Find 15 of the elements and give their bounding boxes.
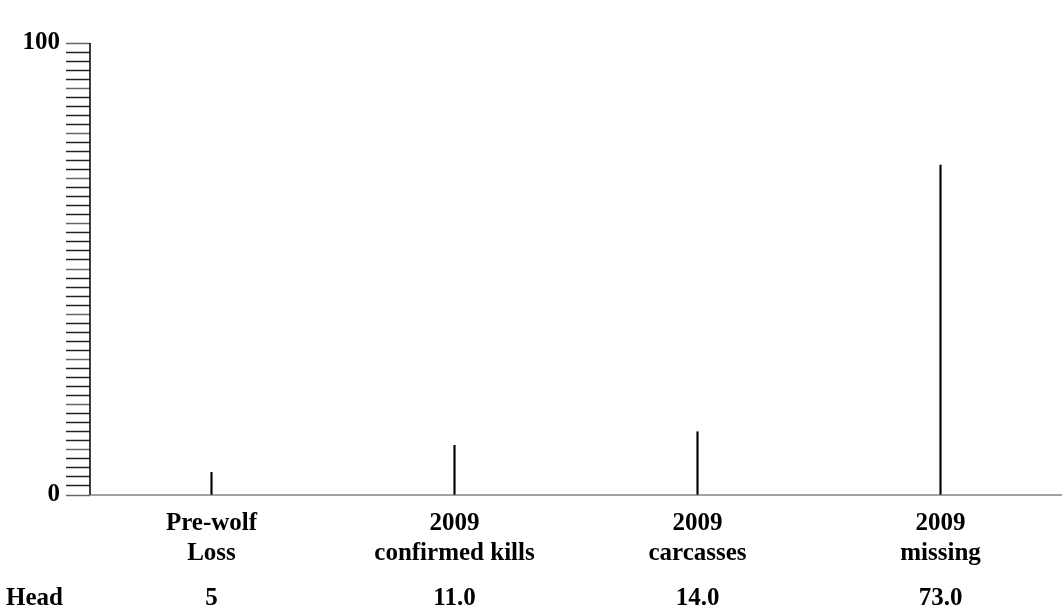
data-label: 73.0 [918,583,963,611]
data-label: 11.0 [433,583,476,611]
bar [696,431,699,495]
text: Head [6,583,64,611]
x-tick-label: 2009 confirmed kills [374,508,535,566]
bar [939,164,942,495]
bar [453,444,456,495]
y-tick-label: 0 [47,479,60,507]
bar [210,472,213,495]
x-tick-label: 2009 missing [900,508,982,566]
data-label: 5 [205,583,218,611]
data-label: 14.0 [675,583,720,611]
x-tick-label: Pre-wolf Loss [165,508,258,566]
y-tick-label: 100 [22,27,60,55]
x-tick-label: 2009 carcasses [648,508,747,566]
